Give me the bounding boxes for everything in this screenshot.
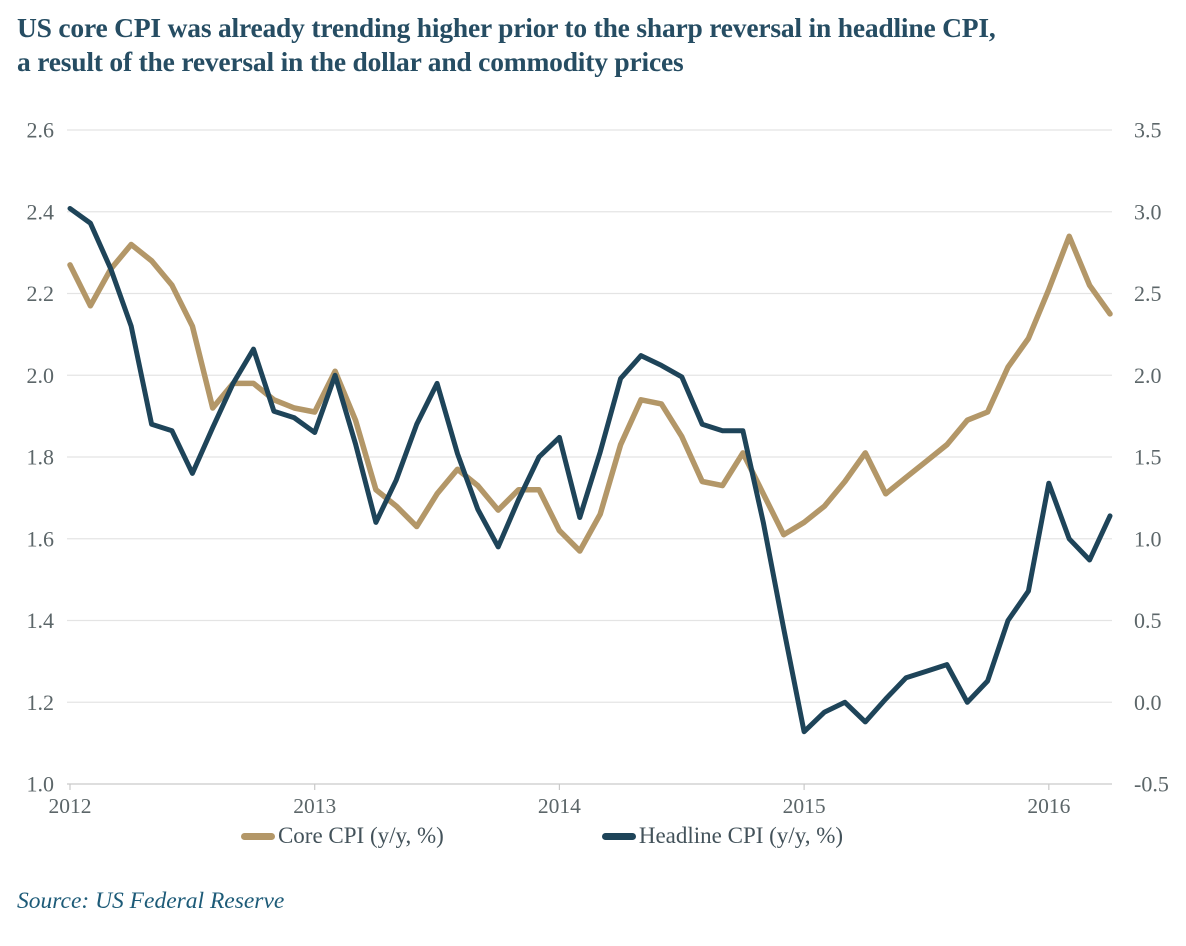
right-axis-tick-label: -0.5 xyxy=(1134,772,1169,797)
left-axis-tick-label: 1.2 xyxy=(27,690,55,715)
left-axis-tick-label: 2.0 xyxy=(27,363,55,388)
left-axis-tick-label: 1.4 xyxy=(27,608,55,633)
right-axis-tick-label: 2.5 xyxy=(1134,281,1162,306)
left-axis-tick-label: 1.6 xyxy=(27,526,55,551)
x-axis-tick-label: 2015 xyxy=(783,794,826,818)
left-axis-tick-label: 2.4 xyxy=(27,199,55,224)
legend-label-core-cpi: Core CPI (y/y, %) xyxy=(277,823,444,848)
headline-cpi-swatch-icon xyxy=(601,832,636,840)
x-axis-tick-label: 2014 xyxy=(538,794,581,818)
core-cpi-line xyxy=(67,233,1113,554)
left-axis-tick-label: 2.6 xyxy=(27,118,55,143)
chart-title: US core CPI was already trending higher … xyxy=(17,11,1177,79)
right-axis-tick-label: 3.5 xyxy=(1134,118,1162,143)
left-axis-tick-label: 1.0 xyxy=(27,772,55,797)
chart-legend: Core CPI (y/y, %) Headline CPI (y/y, %) xyxy=(0,823,1135,849)
source-note: Source: US Federal Reserve xyxy=(17,888,285,914)
x-axis-tick-label: 2013 xyxy=(293,794,336,818)
legend-item-headline-cpi: Headline CPI (y/y, %) xyxy=(601,823,844,849)
chart-title-line-2: a result of the reversal in the dollar a… xyxy=(17,46,684,77)
right-axis-tick-label: 3.0 xyxy=(1134,199,1162,224)
chart-title-line-1: US core CPI was already trending higher … xyxy=(17,12,996,43)
headline-cpi-line xyxy=(67,206,1113,735)
right-axis-tick-label: 2.0 xyxy=(1134,363,1162,388)
right-axis-tick-label: 0.5 xyxy=(1134,608,1162,633)
right-axis-tick-label: 1.5 xyxy=(1134,445,1162,470)
left-axis-tick-label: 1.8 xyxy=(27,445,55,470)
legend-label-headline-cpi: Headline CPI (y/y, %) xyxy=(638,823,844,848)
x-axis-tick-label: 2016 xyxy=(1027,794,1070,818)
legend-item-core-cpi: Core CPI (y/y, %) xyxy=(240,823,444,849)
right-axis-tick-label: 1.0 xyxy=(1134,526,1162,551)
x-axis-tick-label: 2012 xyxy=(49,794,92,818)
right-axis-tick-label: 0.0 xyxy=(1134,690,1162,715)
core-cpi-swatch-icon xyxy=(240,832,275,840)
left-axis-tick-label: 2.2 xyxy=(27,281,55,306)
